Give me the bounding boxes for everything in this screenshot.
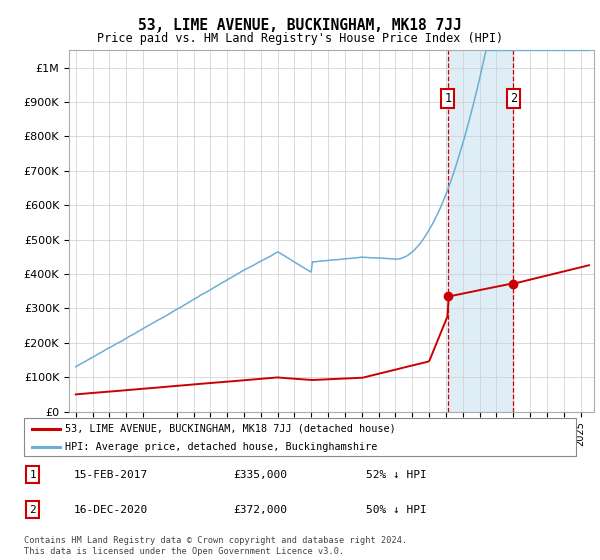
Text: HPI: Average price, detached house, Buckinghamshire: HPI: Average price, detached house, Buck… — [65, 442, 378, 452]
Text: 15-FEB-2017: 15-FEB-2017 — [74, 470, 148, 479]
Text: Contains HM Land Registry data © Crown copyright and database right 2024.
This d: Contains HM Land Registry data © Crown c… — [24, 536, 407, 556]
Text: 1: 1 — [445, 92, 452, 105]
Text: 50% ↓ HPI: 50% ↓ HPI — [366, 505, 427, 515]
Text: £335,000: £335,000 — [234, 470, 288, 479]
Text: 53, LIME AVENUE, BUCKINGHAM, MK18 7JJ (detached house): 53, LIME AVENUE, BUCKINGHAM, MK18 7JJ (d… — [65, 423, 396, 433]
Text: £372,000: £372,000 — [234, 505, 288, 515]
Text: Price paid vs. HM Land Registry's House Price Index (HPI): Price paid vs. HM Land Registry's House … — [97, 32, 503, 45]
Text: 52% ↓ HPI: 52% ↓ HPI — [366, 470, 427, 479]
Text: 53, LIME AVENUE, BUCKINGHAM, MK18 7JJ: 53, LIME AVENUE, BUCKINGHAM, MK18 7JJ — [138, 18, 462, 33]
Text: 16-DEC-2020: 16-DEC-2020 — [74, 505, 148, 515]
Text: 1: 1 — [29, 470, 36, 479]
FancyBboxPatch shape — [24, 418, 576, 456]
Bar — [448, 50, 513, 412]
Text: 2: 2 — [29, 505, 36, 515]
Text: 2: 2 — [509, 92, 517, 105]
